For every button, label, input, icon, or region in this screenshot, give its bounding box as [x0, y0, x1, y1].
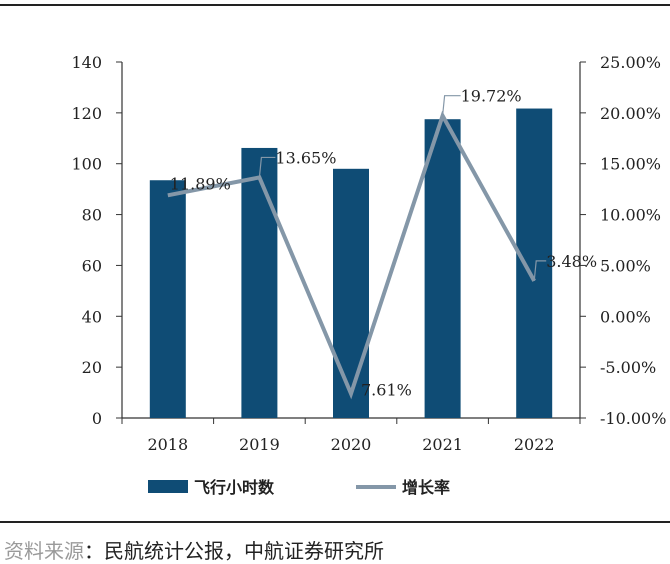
left-tick-label: 20	[82, 358, 102, 377]
right-tick-label: -10.00%	[600, 409, 666, 428]
growth-data-label: 13.65%	[275, 148, 336, 167]
source-text: ：民航统计公报，中航证券研究所	[84, 539, 384, 563]
bar-2018	[149, 180, 186, 418]
source-note: 资料来源：民航统计公报，中航证券研究所	[4, 535, 384, 564]
growth-data-label: 11.89%	[170, 174, 231, 193]
x-tick-label: 2020	[331, 435, 372, 454]
growth-data-label: 7.61%	[361, 381, 412, 400]
bar-2021	[424, 119, 461, 418]
left-tick-label: 140	[71, 53, 102, 72]
top-rule	[0, 4, 670, 6]
left-tick-label: 40	[82, 307, 102, 326]
left-tick-label: 0	[92, 409, 102, 428]
x-tick-label: 2022	[514, 435, 555, 454]
bar-2020	[333, 168, 369, 418]
label-leader	[533, 260, 547, 281]
left-tick-label: 60	[82, 256, 102, 275]
growth-data-label: 3.48%	[546, 252, 597, 271]
right-tick-label: 5.00%	[600, 256, 651, 275]
right-tick-label: 20.00%	[600, 104, 661, 123]
growth-line	[167, 110, 536, 400]
label-leader	[442, 95, 461, 116]
bar-2019	[241, 147, 278, 418]
growth-data-label: 19.72%	[461, 87, 522, 106]
left-tick-label: 100	[71, 155, 102, 174]
legend-bar-swatch	[148, 480, 188, 493]
source-prefix: 资料来源	[4, 539, 84, 563]
x-tick-label: 2018	[147, 435, 188, 454]
right-tick-label: 15.00%	[600, 155, 661, 174]
chart: 0 20 40 60 80 100 120 140 -10.00% -5.00% 0.00% 5.00…	[71, 53, 666, 497]
x-tick-label: 2021	[422, 435, 463, 454]
right-tick-label: 25.00%	[600, 53, 661, 72]
right-tick-label: -5.00%	[600, 358, 656, 377]
right-tick-label: 10.00%	[600, 206, 661, 225]
label-leader	[258, 156, 276, 178]
x-tick-label: 2019	[239, 435, 280, 454]
legend-bar-label: 飞行小时数	[194, 478, 275, 497]
legend-line-label: 增长率	[402, 478, 450, 497]
left-tick-label: 80	[82, 206, 102, 225]
bottom-rule	[0, 521, 670, 523]
left-tick-label: 120	[71, 104, 102, 123]
right-tick-label: 0.00%	[600, 307, 651, 326]
